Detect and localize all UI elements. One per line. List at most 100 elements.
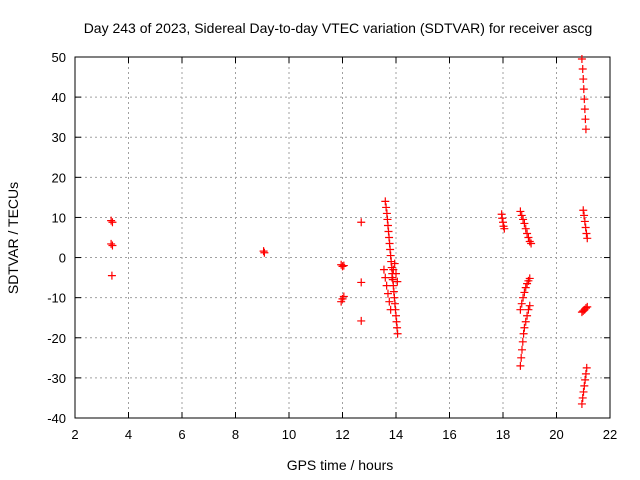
y-tick-label: -40 — [47, 411, 66, 426]
data-point — [583, 302, 592, 311]
data-point — [521, 224, 530, 233]
data-point — [582, 229, 591, 238]
axes — [74, 56, 611, 419]
data-point — [392, 269, 400, 278]
data-point — [583, 234, 592, 243]
x-tick-label: 8 — [232, 427, 239, 442]
data-point — [520, 219, 529, 228]
data-point — [517, 211, 526, 220]
data-point — [381, 273, 390, 282]
data-point — [580, 105, 589, 114]
x-tick-label: 22 — [603, 427, 617, 442]
x-tick-labels: 2 4 6 8 10 12 14 16 18 20 22 — [71, 427, 617, 442]
data-point — [393, 277, 402, 286]
data-point — [523, 229, 532, 238]
data-point — [381, 197, 390, 206]
x-tick-label: 4 — [125, 427, 132, 442]
data-point — [357, 316, 366, 325]
data-point — [517, 345, 526, 354]
data-point — [520, 288, 529, 297]
y-tick-label: 40 — [52, 90, 66, 105]
y-tick-label: -20 — [47, 331, 66, 346]
data-point — [519, 293, 528, 302]
x-tick-label: 10 — [282, 427, 296, 442]
data-point — [579, 85, 588, 94]
data-point — [382, 281, 391, 290]
data-point — [578, 65, 587, 74]
data-point — [389, 265, 398, 274]
data-point — [580, 381, 589, 390]
data-point — [498, 214, 507, 223]
data-point — [521, 317, 530, 326]
data-point — [579, 75, 588, 84]
x-tick-label: 12 — [335, 427, 349, 442]
data-point — [524, 305, 533, 314]
data-point — [580, 95, 589, 104]
data-point — [108, 218, 117, 227]
data-point — [260, 248, 269, 257]
data-point — [107, 271, 116, 280]
data-point — [379, 265, 388, 274]
data-point — [521, 283, 530, 292]
data-point — [385, 297, 394, 306]
y-axis-label: SDTVAR / TECUs — [5, 182, 21, 294]
y-tick-label: -30 — [47, 371, 66, 386]
chart-title: Day 243 of 2023, Sidereal Day-to-day VTE… — [84, 20, 593, 36]
x-tick-label: 2 — [71, 427, 78, 442]
data-point — [523, 311, 532, 320]
data-point — [519, 329, 528, 338]
data-point — [393, 329, 402, 338]
data-point — [517, 353, 526, 362]
y-tick-label: 20 — [52, 170, 66, 185]
x-tick-label: 16 — [442, 427, 456, 442]
data-points — [107, 55, 592, 408]
x-tick-label: 18 — [496, 427, 510, 442]
data-point — [577, 55, 586, 64]
data-point — [517, 299, 526, 308]
data-point — [580, 211, 589, 220]
data-point — [581, 223, 590, 232]
data-point — [108, 241, 117, 250]
data-point — [500, 224, 509, 233]
x-axis-label: GPS time / hours — [287, 457, 394, 473]
data-point — [580, 217, 589, 226]
data-point — [578, 393, 587, 402]
data-point — [581, 125, 590, 134]
data-point — [386, 305, 395, 314]
data-point — [259, 247, 268, 256]
y-tick-label: 10 — [52, 210, 66, 225]
data-point — [582, 363, 591, 372]
data-point — [519, 215, 528, 224]
data-point — [518, 337, 527, 346]
data-point — [581, 375, 590, 384]
data-point — [524, 233, 533, 242]
data-point — [520, 323, 529, 332]
x-tick-label: 14 — [389, 427, 403, 442]
data-point — [339, 292, 348, 301]
data-point — [516, 305, 525, 314]
data-point — [525, 274, 534, 283]
data-point — [357, 218, 366, 227]
y-tick-label: 0 — [59, 251, 66, 266]
data-point — [516, 207, 525, 216]
y-tick-label: 50 — [52, 50, 66, 65]
data-point — [525, 237, 534, 246]
data-point — [577, 399, 586, 408]
data-point — [339, 261, 348, 270]
data-point — [383, 289, 392, 298]
data-point — [516, 361, 525, 370]
data-point — [581, 115, 590, 124]
data-point — [527, 239, 536, 248]
y-tick-labels: -40 -30 -20 -10 0 10 20 30 40 50 — [47, 50, 66, 426]
data-point — [581, 304, 590, 313]
data-point — [107, 239, 116, 248]
data-point — [338, 262, 347, 271]
data-point — [357, 278, 366, 287]
data-point — [579, 206, 588, 215]
data-point — [107, 216, 116, 225]
y-tick-label: 30 — [52, 130, 66, 145]
y-tick-label: -10 — [47, 291, 66, 306]
data-point — [525, 301, 534, 310]
data-point — [382, 203, 391, 212]
